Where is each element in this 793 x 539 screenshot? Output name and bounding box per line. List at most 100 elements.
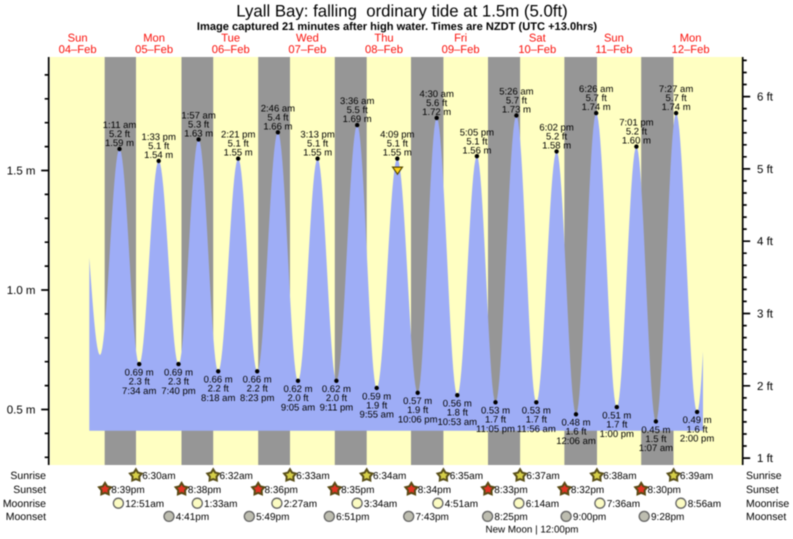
svg-text:5.3 ft: 5.3 ft: [188, 120, 209, 131]
svg-text:5.1 ft: 5.1 ft: [387, 139, 408, 150]
svg-text:11–Feb: 11–Feb: [595, 44, 632, 56]
svg-text:05–Feb: 05–Feb: [135, 44, 173, 56]
svg-text:1.6 ft: 1.6 ft: [565, 427, 586, 438]
svg-text:9:00pm: 9:00pm: [573, 512, 606, 523]
svg-text:1.55 m: 1.55 m: [303, 148, 332, 159]
svg-text:5.1 ft: 5.1 ft: [228, 139, 249, 150]
svg-text:1.8 ft: 1.8 ft: [447, 408, 468, 419]
svg-text:12–Feb: 12–Feb: [672, 44, 710, 56]
svg-text:5.7 ft: 5.7 ft: [666, 93, 687, 104]
svg-text:1.60 m: 1.60 m: [622, 136, 651, 147]
svg-text:5.7 ft: 5.7 ft: [586, 93, 607, 104]
svg-text:1.5 m: 1.5 m: [7, 166, 36, 178]
svg-text:5.6 ft: 5.6 ft: [426, 98, 447, 109]
svg-text:New Moon | 12:00pm: New Moon | 12:00pm: [486, 525, 579, 536]
svg-text:Moonset: Moonset: [6, 511, 46, 523]
svg-text:6:30am: 6:30am: [142, 471, 175, 482]
svg-text:5.1 ft: 5.1 ft: [466, 136, 487, 147]
svg-text:2.2 ft: 2.2 ft: [208, 384, 229, 395]
svg-text:3:34am: 3:34am: [364, 499, 397, 510]
svg-text:9:28pm: 9:28pm: [651, 512, 684, 523]
svg-text:1.5 ft: 1.5 ft: [645, 434, 666, 445]
svg-text:1.54 m: 1.54 m: [144, 150, 173, 161]
svg-text:3 ft: 3 ft: [757, 309, 774, 321]
svg-text:1.55 m: 1.55 m: [224, 148, 253, 159]
svg-text:0.45 m: 0.45 m: [641, 425, 670, 436]
svg-text:10:53 am: 10:53 am: [437, 417, 477, 428]
svg-text:2 ft: 2 ft: [757, 381, 774, 393]
svg-text:5:26 am: 5:26 am: [499, 87, 533, 98]
svg-text:1:57 am: 1:57 am: [181, 111, 215, 122]
svg-text:1:07 am: 1:07 am: [639, 443, 673, 454]
svg-text:1.63 m: 1.63 m: [184, 129, 213, 140]
svg-text:Sat: Sat: [529, 33, 547, 45]
svg-text:0.62 m: 0.62 m: [283, 384, 312, 395]
svg-text:8:18 am: 8:18 am: [201, 393, 235, 404]
svg-text:5.2 ft: 5.2 ft: [546, 132, 567, 143]
svg-text:0.57 m: 0.57 m: [403, 396, 432, 407]
svg-text:1.9 ft: 1.9 ft: [407, 405, 428, 416]
svg-text:2.2 ft: 2.2 ft: [247, 384, 268, 395]
svg-text:9:05 am: 9:05 am: [281, 403, 315, 414]
svg-text:8:25pm: 8:25pm: [494, 512, 527, 523]
svg-text:Sunrise: Sunrise: [746, 470, 782, 482]
svg-text:3:36 am: 3:36 am: [340, 96, 374, 107]
svg-text:1:33 pm: 1:33 pm: [142, 132, 176, 143]
svg-text:5.5 ft: 5.5 ft: [347, 105, 368, 116]
svg-text:1.7 ft: 1.7 ft: [606, 420, 627, 431]
svg-text:1.9 ft: 1.9 ft: [366, 400, 387, 411]
svg-text:06–Feb: 06–Feb: [212, 44, 250, 56]
svg-text:4:51am: 4:51am: [445, 499, 478, 510]
svg-text:6:02 pm: 6:02 pm: [539, 123, 573, 134]
svg-text:12:06 am: 12:06 am: [556, 436, 596, 447]
svg-text:11:56 am: 11:56 am: [517, 424, 556, 435]
svg-text:2.0 ft: 2.0 ft: [287, 393, 308, 404]
svg-text:1.74 m: 1.74 m: [662, 102, 691, 113]
svg-text:0.56 m: 0.56 m: [443, 399, 472, 410]
svg-text:8:36pm: 8:36pm: [265, 485, 298, 496]
svg-text:2:27am: 2:27am: [284, 499, 317, 510]
svg-text:1.59 m: 1.59 m: [105, 138, 134, 149]
svg-text:8:38pm: 8:38pm: [188, 485, 221, 496]
svg-text:5.2 ft: 5.2 ft: [626, 127, 647, 138]
svg-text:6:38am: 6:38am: [603, 471, 636, 482]
svg-text:10:06 pm: 10:06 pm: [398, 415, 438, 426]
svg-text:0.48 m: 0.48 m: [561, 418, 590, 429]
svg-text:7:40 pm: 7:40 pm: [161, 386, 195, 397]
svg-text:1:33am: 1:33am: [204, 499, 237, 510]
svg-text:8:35pm: 8:35pm: [341, 485, 374, 496]
svg-text:8:32pm: 8:32pm: [571, 485, 604, 496]
svg-text:2.0 ft: 2.0 ft: [326, 393, 347, 404]
svg-text:1.7 ft: 1.7 ft: [526, 415, 547, 426]
svg-text:6:33am: 6:33am: [296, 471, 329, 482]
svg-text:5:05 pm: 5:05 pm: [460, 127, 494, 138]
svg-text:6:37am: 6:37am: [526, 471, 559, 482]
svg-text:6:32am: 6:32am: [220, 471, 253, 482]
svg-text:8:33pm: 8:33pm: [494, 485, 527, 496]
svg-text:4:41pm: 4:41pm: [176, 512, 209, 523]
svg-text:07–Feb: 07–Feb: [288, 44, 326, 56]
svg-text:6:51pm: 6:51pm: [336, 512, 369, 523]
svg-text:6:34am: 6:34am: [373, 471, 406, 482]
svg-text:0.53 m: 0.53 m: [481, 406, 510, 417]
svg-text:1:11 am: 1:11 am: [103, 120, 137, 131]
svg-text:4 ft: 4 ft: [757, 236, 774, 248]
svg-text:Sunset: Sunset: [13, 484, 46, 496]
svg-text:Sunrise: Sunrise: [10, 470, 46, 482]
svg-text:Sunset: Sunset: [746, 484, 779, 496]
svg-text:4:09 pm: 4:09 pm: [380, 130, 414, 141]
svg-text:08–Feb: 08–Feb: [365, 44, 403, 56]
svg-text:Moonrise: Moonrise: [3, 498, 46, 510]
svg-text:6:35am: 6:35am: [450, 471, 483, 482]
svg-text:Fri: Fri: [454, 33, 467, 45]
svg-text:7:34 am: 7:34 am: [122, 386, 156, 397]
svg-text:5.1 ft: 5.1 ft: [148, 141, 169, 152]
svg-text:2:46 am: 2:46 am: [261, 103, 295, 114]
svg-text:6:39am: 6:39am: [680, 471, 713, 482]
svg-text:1 ft: 1 ft: [757, 453, 774, 465]
svg-text:2.3 ft: 2.3 ft: [168, 377, 189, 388]
svg-text:0.5 m: 0.5 m: [7, 405, 36, 417]
svg-text:12:51am: 12:51am: [125, 499, 164, 510]
svg-text:Tue: Tue: [221, 33, 240, 45]
svg-text:Mon: Mon: [680, 33, 702, 45]
